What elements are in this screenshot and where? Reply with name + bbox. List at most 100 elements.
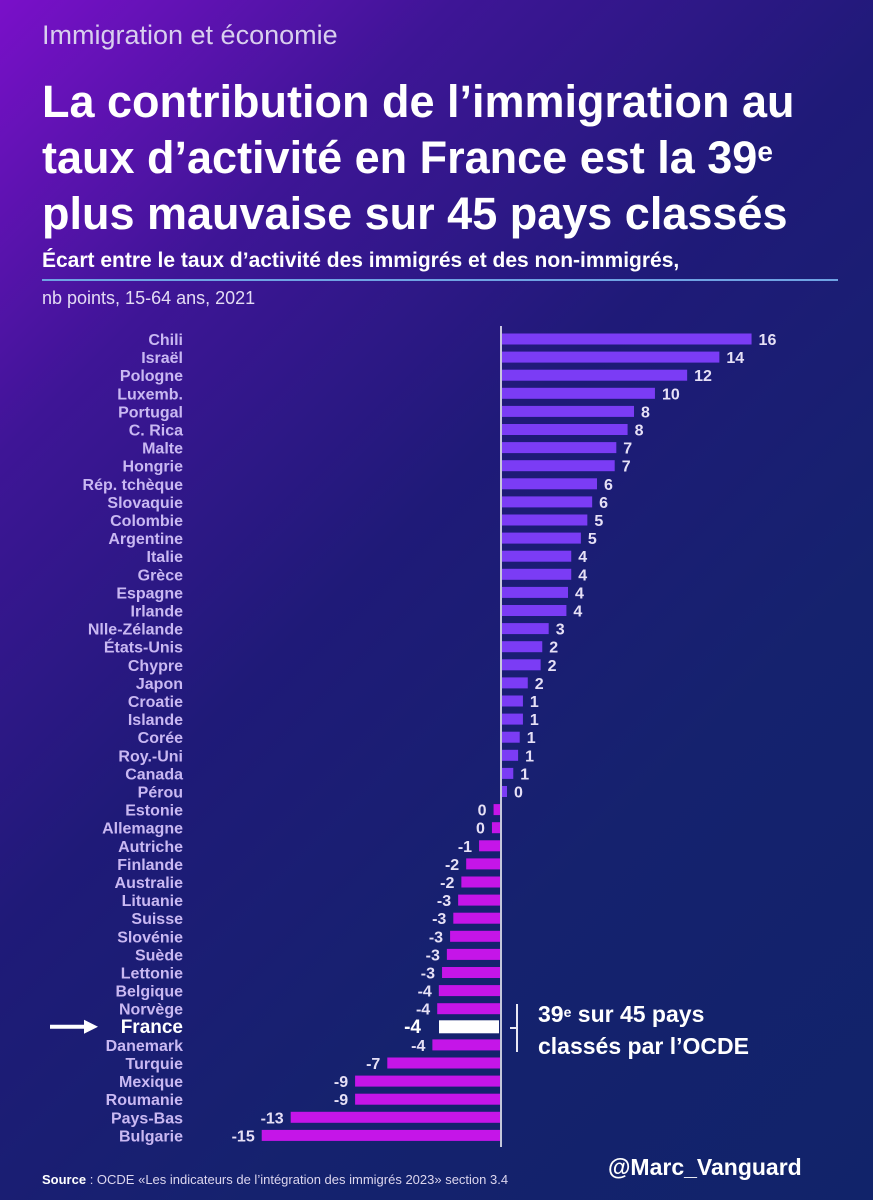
chart-subtitle: Écart entre le taux d’activité des immig…	[42, 249, 838, 281]
category-label-chili: Chili	[148, 332, 183, 349]
value-label-croatie: 1	[530, 694, 539, 711]
category-label-turquie: Turquie	[126, 1056, 184, 1073]
category-label-roumanie: Roumanie	[106, 1092, 183, 1109]
category-label-etats-unis: États-Unis	[104, 638, 183, 657]
category-label-irlande: Irlande	[131, 604, 184, 621]
bar-coree	[502, 731, 520, 743]
bar-grece	[502, 568, 572, 580]
category-label-luxemb: Luxemb.	[117, 386, 183, 403]
category-label-coree: Corée	[138, 730, 183, 747]
value-label-canada: 1	[520, 766, 529, 783]
value-label-chili: 16	[759, 332, 777, 349]
category-label-norvege: Norvège	[119, 1002, 183, 1019]
bar-suisse	[453, 912, 500, 924]
value-label-c-rica: 8	[635, 423, 644, 440]
value-label-roumanie: -9	[334, 1092, 348, 1109]
bar-canada	[502, 767, 514, 779]
bar-danemark	[432, 1039, 500, 1051]
value-label-lettonie: -3	[421, 966, 435, 983]
bar-chili	[502, 333, 752, 345]
category-label-allemagne: Allemagne	[102, 821, 183, 838]
bar-nlle-zelande	[502, 623, 549, 635]
bar-hongrie	[502, 460, 615, 472]
category-label-pologne: Pologne	[120, 368, 183, 385]
value-label-hongrie: 7	[622, 459, 631, 476]
source-label: Source	[42, 1172, 87, 1187]
value-label-roy-uni: 1	[525, 748, 534, 765]
callout-bracket	[510, 1004, 528, 1052]
value-label-mexique: -9	[334, 1074, 348, 1091]
category-label-hongrie: Hongrie	[123, 459, 184, 476]
bar-chypre	[502, 659, 541, 671]
bar-luxemb	[502, 387, 655, 399]
bar-israel	[502, 351, 720, 363]
bar-mexique	[355, 1075, 500, 1087]
kicker: Immigration et économie	[42, 20, 338, 50]
bar-italie	[502, 550, 572, 562]
callout-line-2: classés par l’OCDE	[538, 1033, 749, 1059]
value-label-espagne: 4	[575, 585, 584, 602]
category-label-lituanie: Lituanie	[122, 893, 183, 910]
bar-lettonie	[442, 967, 500, 978]
value-label-pologne: 12	[694, 368, 712, 385]
bar-suede	[446, 948, 500, 960]
bar-argentine	[502, 532, 581, 544]
value-label-portugal: 8	[641, 404, 650, 421]
value-label-luxemb: 10	[662, 386, 680, 403]
category-label-japon: Japon	[136, 676, 183, 693]
category-label-grece: Grèce	[138, 567, 183, 584]
category-label-autriche: Autriche	[118, 839, 183, 856]
callout-line-1-rest: sur 45 pays	[571, 1001, 705, 1027]
value-label-finlande: -2	[445, 857, 459, 874]
bar-espagne	[502, 586, 569, 598]
bar-roumanie	[355, 1093, 500, 1105]
value-label-grece: 4	[578, 567, 587, 584]
category-label-suede: Suède	[135, 947, 183, 964]
category-label-c-rica: C. Rica	[129, 423, 183, 440]
value-label-malte: 7	[623, 441, 632, 458]
bar-colombie	[502, 514, 588, 526]
value-label-autriche: -1	[458, 839, 472, 856]
chart-unit: nb points, 15-64 ans, 2021	[42, 288, 256, 308]
bar-lituanie	[458, 894, 500, 906]
headline: La contribution de l’immigration au taux…	[42, 74, 842, 242]
callout-line-1: 39e sur 45 pays	[538, 998, 749, 1030]
value-label-coree: 1	[527, 730, 536, 747]
bar-roy-uni	[502, 749, 519, 761]
value-label-italie: 4	[578, 549, 587, 566]
category-label-argentine: Argentine	[108, 531, 183, 548]
value-label-irlande: 4	[573, 604, 582, 621]
bar-rep-tcheque	[502, 478, 597, 490]
bar-slovaquie	[502, 496, 593, 508]
bar-slovenie	[450, 930, 500, 942]
category-label-portugal: Portugal	[118, 404, 183, 421]
value-label-islande: 1	[530, 712, 539, 729]
bar-autriche	[479, 840, 500, 852]
bar-c-rica	[502, 424, 628, 435]
category-label-finlande: Finlande	[117, 857, 183, 874]
value-label-rep-tcheque: 6	[604, 477, 613, 494]
bar-norvege	[437, 1003, 500, 1015]
author-handle: @Marc_Vanguard	[608, 1154, 802, 1180]
value-label-chypre: 2	[548, 658, 557, 675]
bar-islande	[502, 713, 523, 725]
category-label-suisse: Suisse	[131, 911, 183, 928]
highlight-arrow-icon	[84, 1019, 98, 1034]
value-label-allemagne: 0	[476, 821, 485, 838]
value-label-slovaquie: 6	[599, 495, 608, 512]
value-label-belgique: -4	[418, 984, 432, 1001]
value-label-pays-bas: -13	[261, 1110, 284, 1127]
bar-finlande	[466, 858, 500, 870]
category-label-islande: Islande	[128, 712, 183, 729]
category-label-bulgarie: Bulgarie	[119, 1128, 183, 1145]
bar-belgique	[438, 985, 500, 997]
bar-turquie	[387, 1057, 500, 1069]
value-label-japon: 2	[535, 676, 544, 693]
callout-rank-sup: e	[563, 1004, 572, 1020]
category-label-belgique: Belgique	[115, 984, 183, 1001]
value-label-lituanie: -3	[437, 893, 451, 910]
value-label-estonie: 0	[478, 803, 487, 820]
value-label-norvege: -4	[416, 1002, 430, 1019]
category-label-france: France	[121, 1017, 183, 1038]
value-label-slovenie: -3	[429, 929, 443, 946]
